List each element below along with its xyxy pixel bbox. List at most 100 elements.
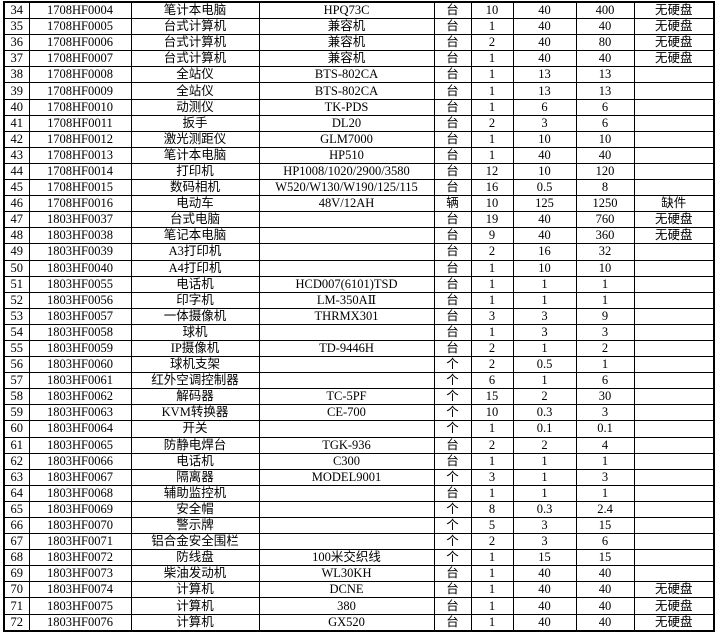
unit-cell[interactable]: 台 bbox=[433, 34, 472, 52]
unit-cell[interactable]: 个 bbox=[433, 404, 472, 422]
unit-price-cell[interactable]: 3 bbox=[512, 114, 577, 132]
quantity-cell[interactable]: 9 bbox=[470, 227, 514, 245]
row-number-cell[interactable]: 35 bbox=[3, 18, 30, 36]
model-cell[interactable]: 兼容机 bbox=[258, 18, 435, 36]
amount-cell[interactable]: 6 bbox=[575, 98, 635, 116]
model-cell[interactable]: GLM7000 bbox=[258, 130, 435, 148]
asset-id-cell[interactable]: 1708HF0011 bbox=[28, 114, 132, 132]
unit-price-cell[interactable]: 40 bbox=[512, 50, 577, 68]
unit-cell[interactable]: 台 bbox=[433, 227, 472, 245]
model-cell[interactable]: TD-9446H bbox=[258, 339, 435, 358]
quantity-cell[interactable]: 5 bbox=[470, 516, 514, 535]
item-name-cell[interactable]: 笔记本电脑 bbox=[130, 227, 260, 245]
quantity-cell[interactable]: 1 bbox=[470, 323, 514, 341]
asset-id-cell[interactable]: 1803HF0075 bbox=[28, 597, 132, 615]
item-name-cell[interactable]: 隔离器 bbox=[130, 468, 260, 486]
item-name-cell[interactable]: 防线盘 bbox=[130, 549, 260, 567]
row-number-cell[interactable]: 62 bbox=[3, 452, 30, 470]
quantity-cell[interactable]: 1 bbox=[470, 581, 514, 599]
item-name-cell[interactable]: 全站仪 bbox=[130, 82, 260, 100]
asset-id-cell[interactable]: 1708HF0005 bbox=[28, 18, 132, 36]
amount-cell[interactable]: 3 bbox=[575, 468, 635, 486]
model-cell[interactable]: TC-5PF bbox=[258, 388, 435, 406]
row-number-cell[interactable]: 52 bbox=[3, 291, 30, 309]
quantity-cell[interactable]: 2 bbox=[470, 114, 514, 132]
unit-price-cell[interactable]: 125 bbox=[512, 195, 577, 213]
unit-cell[interactable]: 个 bbox=[433, 500, 472, 519]
asset-id-cell[interactable]: 1803HF0058 bbox=[28, 323, 132, 341]
item-name-cell[interactable]: 电动车 bbox=[130, 195, 260, 213]
amount-cell[interactable]: 40 bbox=[575, 18, 635, 36]
remark-cell[interactable]: 无硬盘 bbox=[633, 50, 715, 68]
item-name-cell[interactable]: 笔计本电脑 bbox=[130, 146, 260, 164]
quantity-cell[interactable]: 3 bbox=[470, 468, 514, 486]
row-number-cell[interactable]: 43 bbox=[3, 146, 30, 164]
unit-price-cell[interactable]: 0.3 bbox=[512, 404, 577, 422]
quantity-cell[interactable]: 19 bbox=[470, 211, 514, 229]
model-cell[interactable]: BTS-802CA bbox=[258, 82, 435, 100]
asset-id-cell[interactable]: 1803HF0072 bbox=[28, 549, 132, 567]
asset-id-cell[interactable]: 1803HF0039 bbox=[28, 243, 132, 261]
model-cell[interactable] bbox=[258, 516, 435, 535]
item-name-cell[interactable]: 电话机 bbox=[130, 275, 260, 293]
unit-price-cell[interactable]: 40 bbox=[512, 211, 577, 229]
quantity-cell[interactable]: 10 bbox=[470, 1, 514, 20]
model-cell[interactable]: C300 bbox=[258, 452, 435, 470]
model-cell[interactable]: GX520 bbox=[258, 613, 435, 632]
unit-price-cell[interactable]: 1 bbox=[512, 484, 577, 502]
amount-cell[interactable]: 3 bbox=[575, 404, 635, 422]
asset-id-cell[interactable]: 1803HF0076 bbox=[28, 613, 132, 632]
item-name-cell[interactable]: 台式计算机 bbox=[130, 18, 260, 36]
unit-cell[interactable]: 台 bbox=[433, 581, 472, 599]
item-name-cell[interactable]: 扳手 bbox=[130, 114, 260, 132]
asset-id-cell[interactable]: 1708HF0014 bbox=[28, 162, 132, 181]
asset-id-cell[interactable]: 1803HF0067 bbox=[28, 468, 132, 486]
model-cell[interactable] bbox=[258, 420, 435, 438]
unit-cell[interactable]: 个 bbox=[433, 372, 472, 390]
remark-cell[interactable] bbox=[633, 82, 715, 100]
amount-cell[interactable]: 1250 bbox=[575, 195, 635, 213]
remark-cell[interactable] bbox=[633, 146, 715, 164]
remark-cell[interactable] bbox=[633, 388, 715, 406]
remark-cell[interactable] bbox=[633, 468, 715, 486]
amount-cell[interactable]: 400 bbox=[575, 1, 635, 20]
item-name-cell[interactable]: 台式计算机 bbox=[130, 34, 260, 52]
row-number-cell[interactable]: 59 bbox=[3, 404, 30, 422]
unit-price-cell[interactable]: 40 bbox=[512, 18, 577, 36]
remark-cell[interactable] bbox=[633, 420, 715, 438]
remark-cell[interactable] bbox=[633, 259, 715, 277]
row-number-cell[interactable]: 37 bbox=[3, 50, 30, 68]
quantity-cell[interactable]: 1 bbox=[470, 291, 514, 309]
unit-price-cell[interactable]: 3 bbox=[512, 323, 577, 341]
unit-price-cell[interactable]: 10 bbox=[512, 259, 577, 277]
unit-price-cell[interactable]: 1 bbox=[512, 339, 577, 358]
asset-id-cell[interactable]: 1708HF0006 bbox=[28, 34, 132, 52]
row-number-cell[interactable]: 56 bbox=[3, 356, 30, 374]
model-cell[interactable]: HPQ73C bbox=[258, 1, 435, 20]
amount-cell[interactable]: 6 bbox=[575, 533, 635, 551]
asset-id-cell[interactable]: 1708HF0016 bbox=[28, 195, 132, 213]
model-cell[interactable]: LM-350AⅡ bbox=[258, 291, 435, 309]
unit-price-cell[interactable]: 0.3 bbox=[512, 500, 577, 519]
unit-price-cell[interactable]: 3 bbox=[512, 516, 577, 535]
unit-cell[interactable]: 个 bbox=[433, 388, 472, 406]
model-cell[interactable]: BTS-802CA bbox=[258, 66, 435, 84]
quantity-cell[interactable]: 2 bbox=[470, 533, 514, 551]
item-name-cell[interactable]: 安全帽 bbox=[130, 500, 260, 519]
item-name-cell[interactable]: 全站仪 bbox=[130, 66, 260, 84]
quantity-cell[interactable]: 2 bbox=[470, 243, 514, 261]
model-cell[interactable]: HP1008/1020/2900/3580 bbox=[258, 162, 435, 181]
amount-cell[interactable]: 4 bbox=[575, 436, 635, 454]
item-name-cell[interactable]: 铝合金安全围栏 bbox=[130, 533, 260, 551]
item-name-cell[interactable]: 红外空调控制器 bbox=[130, 372, 260, 390]
remark-cell[interactable]: 无硬盘 bbox=[633, 581, 715, 599]
unit-cell[interactable]: 个 bbox=[433, 549, 472, 567]
asset-id-cell[interactable]: 1803HF0056 bbox=[28, 291, 132, 309]
row-number-cell[interactable]: 58 bbox=[3, 388, 30, 406]
amount-cell[interactable]: 0.1 bbox=[575, 420, 635, 438]
unit-cell[interactable]: 台 bbox=[433, 452, 472, 470]
item-name-cell[interactable]: 数码相机 bbox=[130, 179, 260, 197]
item-name-cell[interactable]: A3打印机 bbox=[130, 243, 260, 261]
unit-cell[interactable]: 台 bbox=[433, 307, 472, 325]
unit-cell[interactable]: 台 bbox=[433, 66, 472, 84]
